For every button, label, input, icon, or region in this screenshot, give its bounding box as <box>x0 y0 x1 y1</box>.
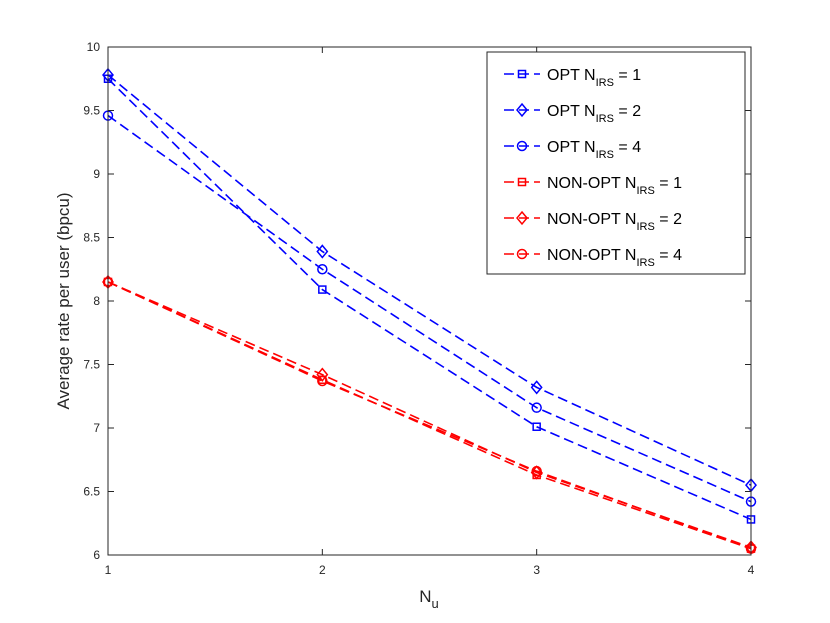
legend-item-2: OPT NIRS = 2 <box>504 102 641 125</box>
data-point <box>316 367 329 382</box>
legend: OPT NIRS = 1 OPT NIRS = 2 OPT NIRS = 4 NON-… <box>486 51 746 275</box>
y-tick-label: 6 <box>93 548 100 562</box>
data-point <box>318 285 327 294</box>
x-tick-label: 3 <box>533 563 540 577</box>
legend-item-4: NON-OPT NIRS = 1 <box>504 175 682 197</box>
data-point <box>531 402 542 413</box>
legend-item-6: NON-OPT NIRS = 4 <box>504 247 682 269</box>
x-axis-title: Nu <box>419 587 439 611</box>
x-tick-label: 2 <box>319 563 326 577</box>
data-point <box>531 465 542 477</box>
legend-marker <box>517 69 527 79</box>
data-point <box>317 375 328 387</box>
legend-label: OPT NIRS = 1 <box>547 67 641 89</box>
series-line <box>107 74 752 486</box>
data-point <box>532 422 541 431</box>
legend-marker <box>516 248 528 260</box>
data-point <box>316 244 329 259</box>
data-point <box>530 380 543 395</box>
legend-label: NON-OPT NIRS = 1 <box>547 175 682 197</box>
legend-item-5: NON-OPT NIRS = 2 <box>504 210 682 233</box>
legend-marker <box>516 210 528 226</box>
x-axis: 1 2 3 4 <box>105 47 755 577</box>
legend-item-3: OPT NIRS = 4 <box>504 139 641 161</box>
legend-marker <box>516 102 528 118</box>
series-layer <box>102 67 757 555</box>
y-tick-label: 9.5 <box>83 104 100 118</box>
legend-label: NON-OPT NIRS = 2 <box>547 211 682 233</box>
legend-box <box>486 51 746 275</box>
series-line <box>107 114 752 503</box>
x-tick-label: 1 <box>105 563 112 577</box>
series-line <box>107 78 752 521</box>
legend-label: NON-OPT NIRS = 4 <box>547 247 682 269</box>
x-tick-label: 4 <box>748 563 755 577</box>
legend-label: OPT NIRS = 2 <box>547 103 641 125</box>
legend-label: OPT NIRS = 4 <box>547 139 641 161</box>
y-tick-label: 8 <box>93 294 100 308</box>
legend-item-1: OPT NIRS = 1 <box>504 67 641 89</box>
series-line <box>107 281 752 549</box>
y-tick-label: 7.5 <box>83 358 100 372</box>
y-tick-label: 10 <box>87 40 101 54</box>
series-line <box>107 281 752 550</box>
y-tick-label: 9 <box>93 167 100 181</box>
series-line <box>107 281 752 550</box>
y-axis-title: Average rate per user (bpcu) <box>54 192 73 409</box>
y-axis: 6 6.5 7 7.5 8 8.5 9 9.5 10 <box>83 40 751 562</box>
data-point <box>317 264 328 275</box>
legend-marker <box>516 140 528 152</box>
y-tick-label: 6.5 <box>83 485 100 499</box>
y-tick-label: 7 <box>93 421 100 435</box>
legend-marker <box>517 177 527 187</box>
y-tick-label: 8.5 <box>83 231 100 245</box>
